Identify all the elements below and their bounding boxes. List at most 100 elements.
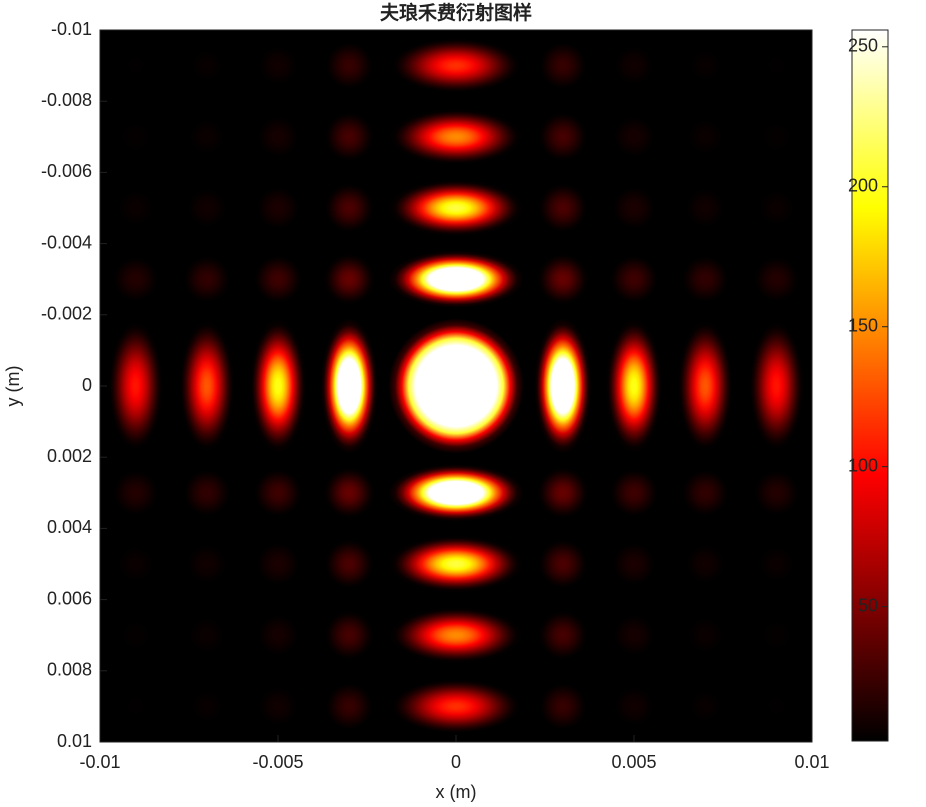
heat-cell — [107, 606, 165, 664]
heat-cell — [178, 108, 236, 166]
heat-cell — [178, 677, 236, 735]
heat-cell — [605, 179, 663, 237]
heat-cell — [320, 677, 378, 735]
y-tick-label: -0.006 — [41, 161, 92, 181]
heat-cell — [388, 250, 524, 308]
heat-cell — [107, 250, 165, 308]
colorbar-tick-label: 50 — [858, 595, 878, 615]
heat-cell — [676, 677, 734, 735]
heat-cell — [534, 179, 592, 237]
heat-cell — [605, 464, 663, 522]
heat-cell — [388, 318, 524, 454]
y-tick-label: -0.002 — [41, 304, 92, 324]
heat-cell — [747, 606, 805, 664]
heat-cell — [107, 318, 165, 454]
heat-cell — [534, 250, 592, 308]
chart-title: 夫琅禾费衍射图样 — [380, 1, 532, 24]
heat-cell — [178, 318, 236, 454]
heat-cell — [605, 318, 663, 454]
heat-cell — [178, 464, 236, 522]
heat-cell — [747, 464, 805, 522]
y-tick-label: -0.004 — [41, 232, 92, 252]
heat-cell — [534, 37, 592, 95]
heat-cell — [178, 535, 236, 593]
heat-cell — [249, 464, 307, 522]
heat-cell — [605, 677, 663, 735]
y-tick-label: 0.008 — [47, 660, 92, 680]
heat-cell — [534, 535, 592, 593]
heat-cell — [178, 606, 236, 664]
heat-cell — [107, 677, 165, 735]
heat-cell — [676, 108, 734, 166]
colorbar — [851, 29, 889, 742]
heat-cell — [388, 37, 524, 95]
heat-cell — [388, 677, 524, 735]
heat-cell — [320, 535, 378, 593]
heat-cell — [249, 37, 307, 95]
heat-cell — [534, 677, 592, 735]
heat-cell — [534, 108, 592, 166]
colorbar-tick-label: 150 — [848, 315, 878, 335]
heat-cell — [676, 318, 734, 454]
heat-cell — [747, 535, 805, 593]
y-tick-label: 0 — [82, 375, 92, 395]
heat-cell — [320, 179, 378, 237]
heat-cell — [388, 179, 524, 237]
x-tick-label: -0.01 — [79, 752, 120, 772]
colorbar-tick-label: 200 — [848, 176, 878, 196]
y-tick-label: 0.01 — [57, 731, 92, 751]
heat-cell — [676, 535, 734, 593]
y-tick-label: 0.002 — [47, 446, 92, 466]
heat-cell — [249, 318, 307, 454]
heat-cell — [249, 677, 307, 735]
heat-cell — [320, 108, 378, 166]
heat-cell — [388, 464, 524, 522]
heat-cell — [178, 179, 236, 237]
heat-cell — [747, 108, 805, 166]
y-tick-label: -0.008 — [41, 90, 92, 110]
heat-cell — [320, 318, 378, 454]
heat-cell — [320, 606, 378, 664]
y-tick-label: -0.01 — [51, 19, 92, 39]
x-tick-label: -0.005 — [252, 752, 303, 772]
x-tick-label: 0.01 — [794, 752, 829, 772]
heat-cell — [534, 606, 592, 664]
heat-cell — [388, 535, 524, 593]
heat-cell — [107, 179, 165, 237]
heat-cell — [107, 535, 165, 593]
heat-cell — [605, 37, 663, 95]
heat-cell — [747, 250, 805, 308]
x-tick-label: 0 — [451, 752, 461, 772]
heat-cell — [605, 606, 663, 664]
y-axis-label: y (m) — [3, 366, 23, 407]
heat-cell — [320, 37, 378, 95]
colorbar-tick-label: 250 — [848, 36, 878, 56]
x-axis-label: x (m) — [436, 782, 477, 802]
y-tick-label: 0.006 — [47, 588, 92, 608]
heat-cell — [747, 37, 805, 95]
heat-cell — [107, 464, 165, 522]
heat-cell — [388, 108, 524, 166]
heat-cell — [249, 179, 307, 237]
heat-cell — [320, 250, 378, 308]
heat-cell — [676, 179, 734, 237]
heat-cell — [605, 535, 663, 593]
heat-cell — [534, 464, 592, 522]
heat-cell — [676, 250, 734, 308]
colorbar-tick-label: 100 — [848, 455, 878, 475]
x-tick-label: 0.005 — [611, 752, 656, 772]
heat-cell — [107, 108, 165, 166]
heat-cell — [534, 318, 592, 454]
heat-cell — [747, 179, 805, 237]
heat-cell — [249, 250, 307, 308]
heat-cell — [605, 250, 663, 308]
heat-cell — [676, 464, 734, 522]
heat-cell — [605, 108, 663, 166]
heatmap — [107, 37, 805, 735]
heat-cell — [388, 606, 524, 664]
heat-cell — [249, 535, 307, 593]
heat-cell — [178, 250, 236, 308]
heat-cell — [178, 37, 236, 95]
heat-cell — [747, 318, 805, 454]
